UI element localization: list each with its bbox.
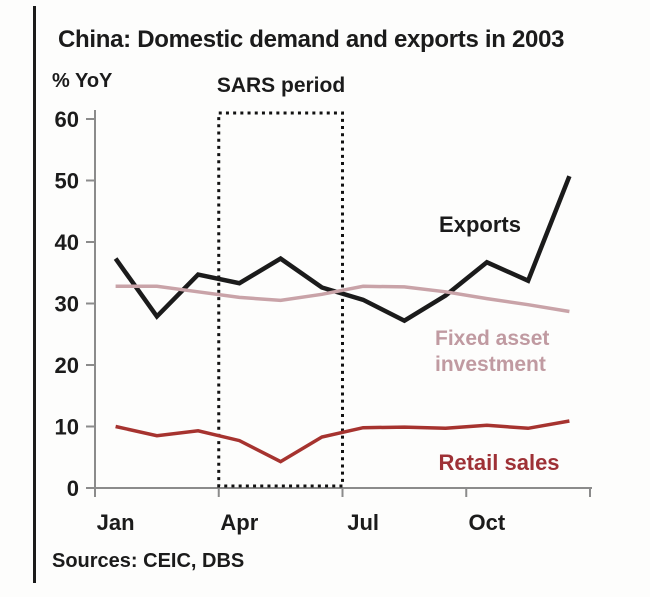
series-label-retail-sales: Retail sales <box>438 450 560 475</box>
x-axis-tick-label: Jul <box>347 510 379 535</box>
x-axis-tick-label: Oct <box>469 510 506 535</box>
y-axis-tick-label: 60 <box>55 107 79 132</box>
y-axis-tick-label: 40 <box>55 230 79 255</box>
y-axis-tick-label: 10 <box>55 415 79 440</box>
series-label-fixed-asset-investment: Fixed asset investment <box>435 326 549 378</box>
x-axis-tick-label: Apr <box>220 510 258 535</box>
x-axis-tick-label: Jan <box>97 510 135 535</box>
y-axis-tick-label: 0 <box>67 476 79 501</box>
fai-label-line1: Fixed asset <box>435 327 550 350</box>
y-axis-unit-label: % YoY <box>52 70 113 92</box>
fai-label-line2: investment <box>435 353 546 376</box>
series-line-exports <box>113 175 572 324</box>
chart-title: China: Domestic demand and exports in 20… <box>58 26 565 53</box>
sars-period-box <box>217 111 344 488</box>
left-border-rule <box>33 6 36 583</box>
y-axis-tick-label: 20 <box>55 353 79 378</box>
series-label-exports: Exports <box>439 212 521 237</box>
series-line-fixed-asset-investment <box>115 284 570 314</box>
y-axis-tick-label: 50 <box>55 169 79 194</box>
sources-note: Sources: CEIC, DBS <box>52 550 245 572</box>
sars-period-label: SARS period <box>216 74 346 97</box>
y-axis-tick-label: 30 <box>55 292 79 317</box>
series-line-retail-sales <box>115 419 570 464</box>
